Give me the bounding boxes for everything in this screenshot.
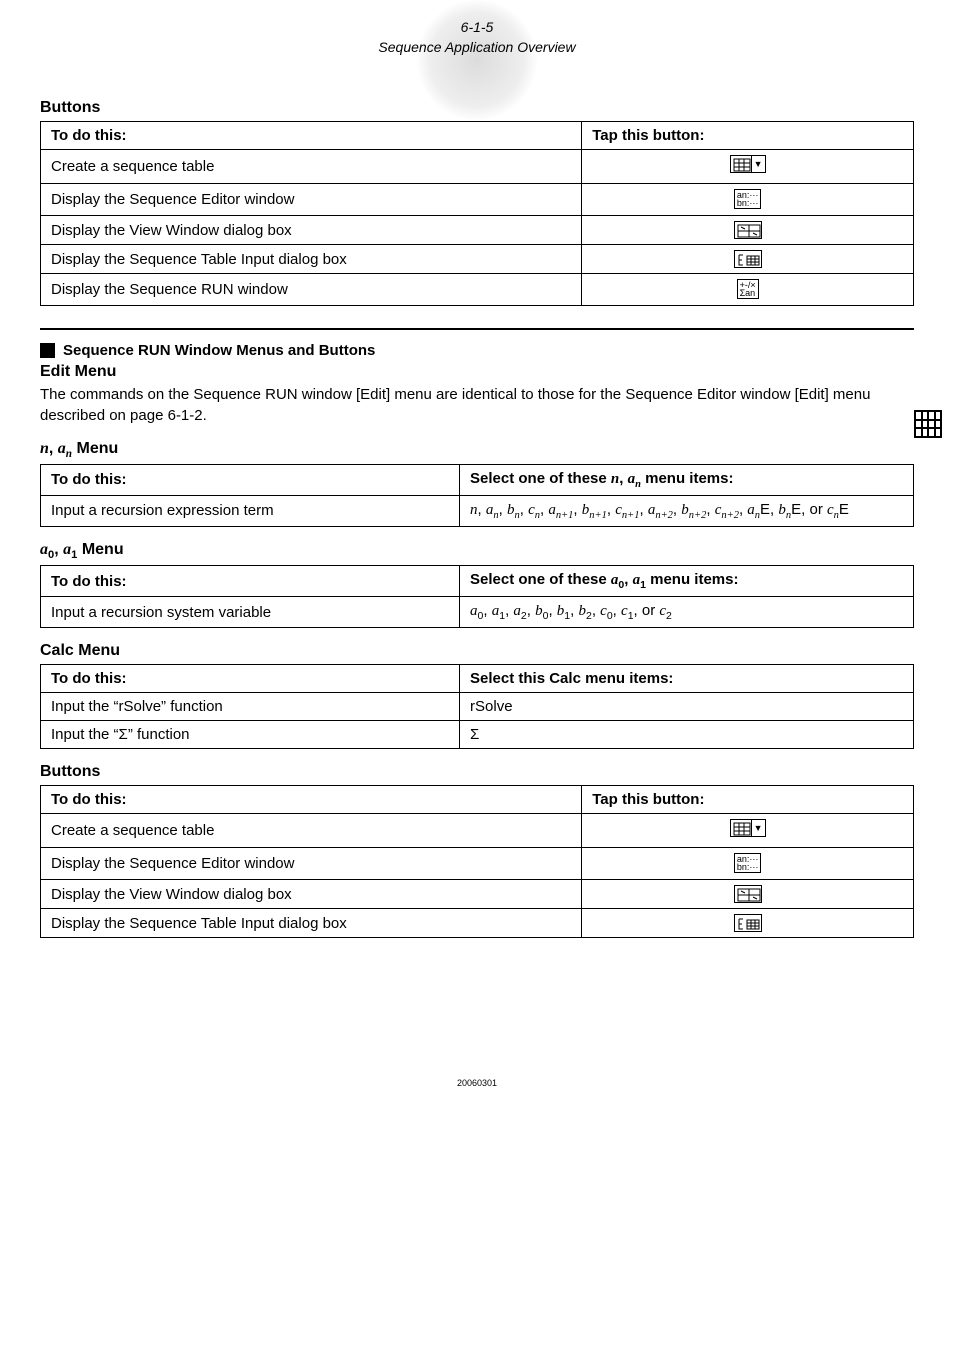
edit-menu-body: The commands on the Sequence RUN window … xyxy=(40,385,914,426)
table-row: Create a sequence table ▼ xyxy=(41,814,914,848)
row-label: Input the “rSolve” function xyxy=(41,693,460,721)
col-header: Tap this button: xyxy=(582,786,914,814)
calc-heading: Calc Menu xyxy=(40,642,914,660)
col-header: Select one of these n, an menu items: xyxy=(460,464,914,495)
buttons-table-2: To do this: Tap this button: Create a se… xyxy=(40,785,914,938)
row-items: n, an, bn, cn, an+1, bn+1, cn+1, an+2, b… xyxy=(460,495,914,526)
row-label: Display the Sequence Editor window xyxy=(41,184,582,216)
col-header: Select this Calc menu items: xyxy=(460,665,914,693)
table-row: Display the Sequence Table Input dialog … xyxy=(41,245,914,274)
input-dialog-icon[interactable] xyxy=(734,250,762,268)
edit-menu-heading: Edit Menu xyxy=(40,363,914,381)
divider xyxy=(40,328,914,330)
table-row: Input the “Σ” function Σ xyxy=(41,721,914,749)
view-window-icon[interactable] xyxy=(734,885,762,903)
row-label: Display the Sequence Table Input dialog … xyxy=(41,245,582,274)
input-dialog-icon[interactable] xyxy=(734,914,762,932)
table-dropdown-icon[interactable]: ▼ xyxy=(730,819,766,837)
col-header: To do this: xyxy=(41,122,582,150)
row-label: Input a recursion system variable xyxy=(41,597,460,628)
col-header: Select one of these a0, a1 menu items: xyxy=(460,566,914,597)
footer-id: 20060301 xyxy=(40,1078,914,1088)
table-row: Input the “rSolve” function rSolve xyxy=(41,693,914,721)
buttons-table-1: To do this: Tap this button: Create a se… xyxy=(40,121,914,306)
table-row: Display the View Window dialog box xyxy=(41,880,914,909)
view-window-icon[interactable] xyxy=(734,221,762,239)
row-label: Create a sequence table xyxy=(41,150,582,184)
page-number: 6-1-5 xyxy=(461,19,494,35)
row-label: Display the Sequence Editor window xyxy=(41,848,582,880)
col-header: To do this: xyxy=(41,464,460,495)
square-bullet-icon xyxy=(40,343,55,358)
row-label: Display the View Window dialog box xyxy=(41,216,582,245)
row-label: Create a sequence table xyxy=(41,814,582,848)
anbn-icon[interactable]: an:··· bn:··· xyxy=(734,189,762,209)
calc-table: To do this: Select this Calc menu items:… xyxy=(40,664,914,749)
run-icon[interactable]: +-/× Σan xyxy=(737,279,759,299)
nan-heading: n, an Menu xyxy=(40,440,914,460)
row-val: Σ xyxy=(460,721,914,749)
row-label: Input the “Σ” function xyxy=(41,721,460,749)
row-label: Display the Sequence RUN window xyxy=(41,274,582,306)
table-row: Display the Sequence Editor window an:··… xyxy=(41,848,914,880)
col-header: To do this: xyxy=(41,566,460,597)
table-row: Input a recursion system variable a0, a1… xyxy=(41,597,914,628)
keypad-icon[interactable] xyxy=(914,410,942,438)
buttons-heading-2: Buttons xyxy=(40,763,914,781)
table-row: Display the Sequence Table Input dialog … xyxy=(41,909,914,938)
row-label: Input a recursion expression term xyxy=(41,495,460,526)
row-label: Display the Sequence Table Input dialog … xyxy=(41,909,582,938)
nan-table: To do this: Select one of these n, an me… xyxy=(40,464,914,527)
page-header: 6-1-5 Sequence Application Overview xyxy=(40,0,914,85)
table-dropdown-icon[interactable]: ▼ xyxy=(730,155,766,173)
row-label: Display the View Window dialog box xyxy=(41,880,582,909)
buttons-heading-1: Buttons xyxy=(40,99,914,117)
table-row: Input a recursion expression term n, an,… xyxy=(41,495,914,526)
anbn-icon[interactable]: an:··· bn:··· xyxy=(734,853,762,873)
icon-cell: ▼ xyxy=(582,150,914,184)
col-header: To do this: xyxy=(41,786,582,814)
table-row: Display the View Window dialog box xyxy=(41,216,914,245)
table-row: Create a sequence table ▼ xyxy=(41,150,914,184)
run-heading: Sequence RUN Window Menus and Buttons xyxy=(40,342,914,359)
row-items: a0, a1, a2, b0, b1, b2, c0, c1, or c2 xyxy=(460,597,914,628)
col-header: To do this: xyxy=(41,665,460,693)
run-heading-text: Sequence RUN Window Menus and Buttons xyxy=(63,342,375,359)
col-header: Tap this button: xyxy=(582,122,914,150)
table-row: Display the Sequence RUN window +-/× Σan xyxy=(41,274,914,306)
table-row: Display the Sequence Editor window an:··… xyxy=(41,184,914,216)
a0a1-heading: a0, a1 Menu xyxy=(40,541,914,561)
a0a1-table: To do this: Select one of these a0, a1 m… xyxy=(40,565,914,628)
row-val: rSolve xyxy=(460,693,914,721)
page-title: Sequence Application Overview xyxy=(378,39,575,55)
